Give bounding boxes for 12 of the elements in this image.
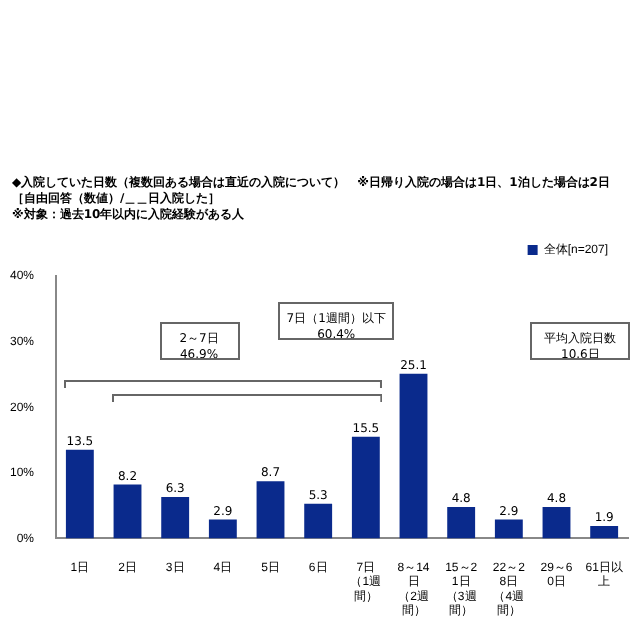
bar (399, 373, 428, 539)
bar (208, 519, 237, 539)
bar (447, 506, 476, 539)
bar (304, 503, 333, 539)
bar (590, 525, 619, 539)
bar (113, 484, 142, 539)
bar (256, 481, 285, 539)
bar (494, 519, 523, 539)
bar (351, 436, 380, 539)
bar (542, 506, 571, 539)
bar (65, 449, 94, 539)
bar (161, 497, 190, 539)
